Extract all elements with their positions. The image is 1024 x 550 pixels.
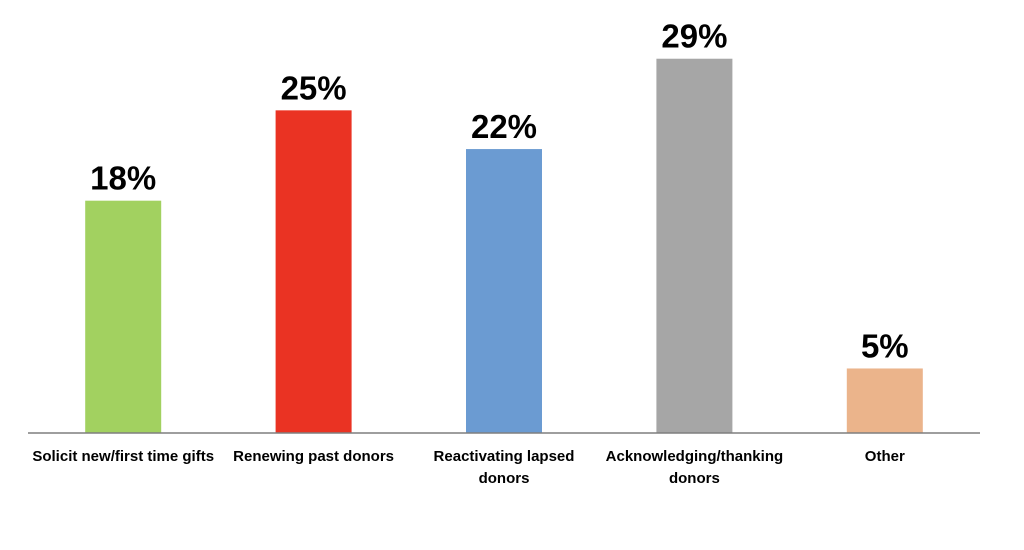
bar-3: [656, 58, 733, 433]
bar-1: [275, 110, 352, 433]
category-label-line: Renewing past donors: [233, 448, 394, 465]
category-label-line: Other: [865, 448, 905, 465]
value-labels-group: 18% 25% 22% 29% 5%: [90, 18, 908, 365]
category-label-line: donors: [479, 470, 530, 487]
value-label-3: 29%: [661, 18, 727, 55]
category-label-line: donors: [669, 470, 720, 487]
category-label-2: Reactivating lapsed donors: [434, 448, 575, 487]
category-label-4: Other: [865, 448, 905, 465]
value-label-2: 22%: [471, 108, 537, 145]
bars-group: [85, 58, 923, 433]
category-label-1: Renewing past donors: [233, 448, 394, 465]
category-label-line: Acknowledging/thanking: [606, 448, 784, 465]
bar-0: [85, 200, 162, 433]
value-label-0: 18%: [90, 160, 156, 197]
category-labels-group: Solicit new/first time gifts Renewing pas…: [32, 448, 905, 487]
bar-4: [846, 368, 923, 433]
category-label-line: Solicit new/first time gifts: [32, 448, 214, 465]
value-label-1: 25%: [281, 69, 347, 106]
category-label-3: Acknowledging/thanking donors: [606, 448, 784, 487]
category-label-line: Reactivating lapsed: [434, 448, 575, 465]
category-label-0: Solicit new/first time gifts: [32, 448, 214, 465]
bar-2: [466, 149, 542, 433]
value-label-4: 5%: [861, 327, 909, 364]
